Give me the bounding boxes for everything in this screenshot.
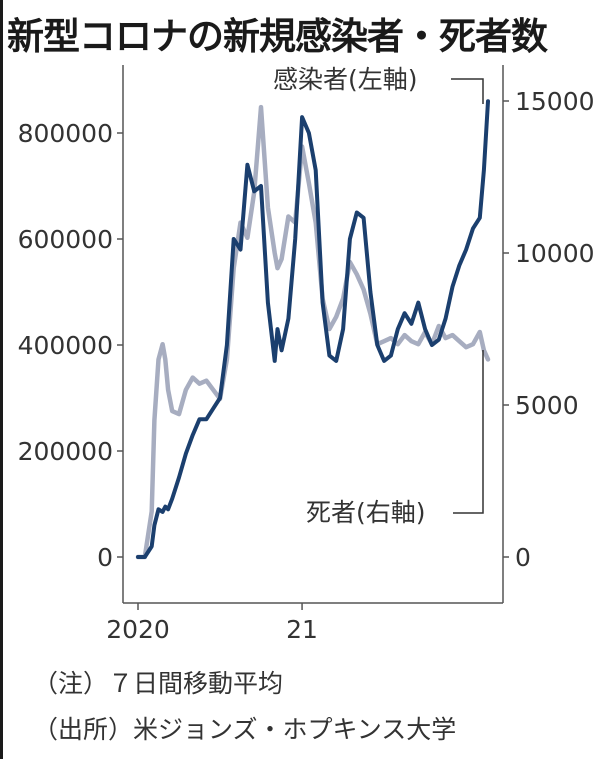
- chart-title: 新型コロナの新規感染者・死者数: [7, 15, 548, 58]
- right-axis-ticks: 0 5000 10000 15000: [503, 87, 595, 572]
- callout-deaths-leader: [453, 350, 484, 514]
- line-chart: 0 200000 400000 600000 800000 0 5000 10000 1500…: [18, 65, 595, 644]
- right-tick-label: 5000: [515, 391, 579, 420]
- source-note: （出所）米ジョンズ・ホプキンス大学: [33, 715, 457, 744]
- x-tick-label: 2020: [106, 615, 170, 644]
- right-tick-label: 0: [515, 543, 531, 572]
- left-tick-label: 600000: [18, 225, 113, 254]
- callout-cases-label: 感染者(左軸): [273, 65, 418, 94]
- axes-group: [122, 65, 504, 604]
- callout-cases-leader: [451, 78, 484, 104]
- left-tick-label: 800000: [18, 119, 113, 148]
- series-callouts: 感染者(左軸) 死者(右軸): [273, 65, 484, 527]
- x-tick-label: 21: [286, 615, 318, 644]
- series-line-cases: [136, 99, 490, 559]
- callout-deaths-label: 死者(右軸): [306, 498, 426, 527]
- left-tick-label: 0: [97, 543, 113, 572]
- right-tick-label: 10000: [515, 239, 595, 268]
- left-axis-ticks: 0 200000 400000 600000 800000: [18, 119, 123, 572]
- series-line-deaths: [135, 104, 491, 560]
- left-tick-label: 400000: [18, 331, 113, 360]
- right-tick-label: 15000: [515, 87, 595, 116]
- series-group: [135, 99, 491, 560]
- left-tick-label: 200000: [18, 437, 113, 466]
- footnote: （注）７日間移動平均: [33, 669, 284, 698]
- x-axis-ticks: 2020 21: [106, 603, 318, 644]
